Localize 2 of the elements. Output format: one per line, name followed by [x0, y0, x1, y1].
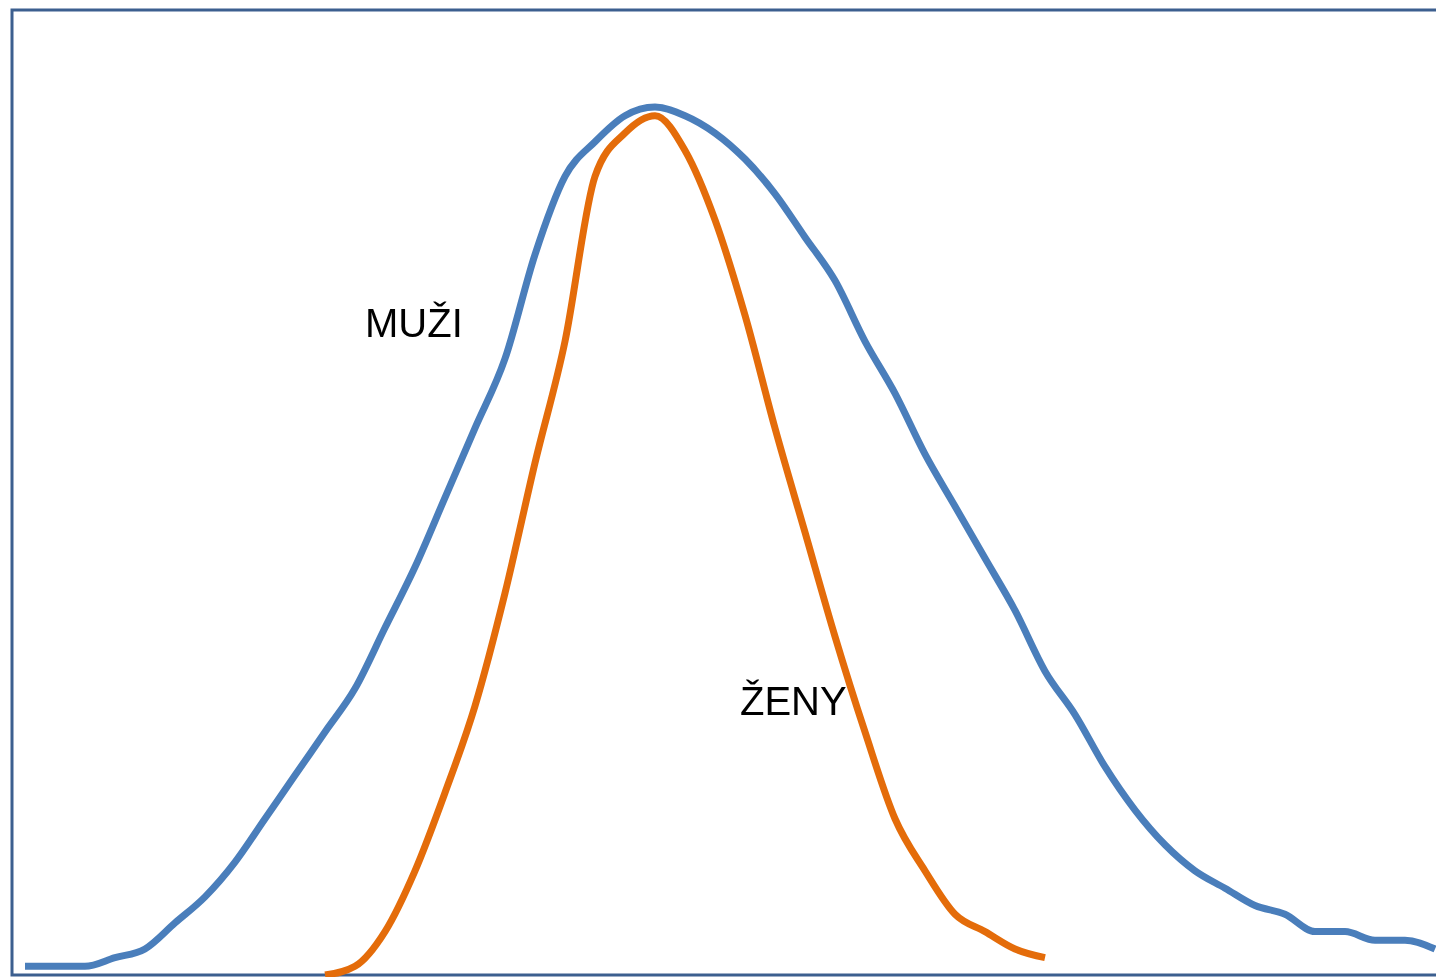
series-label: ŽENY [740, 679, 847, 723]
series-label: MUŽI [365, 301, 463, 345]
